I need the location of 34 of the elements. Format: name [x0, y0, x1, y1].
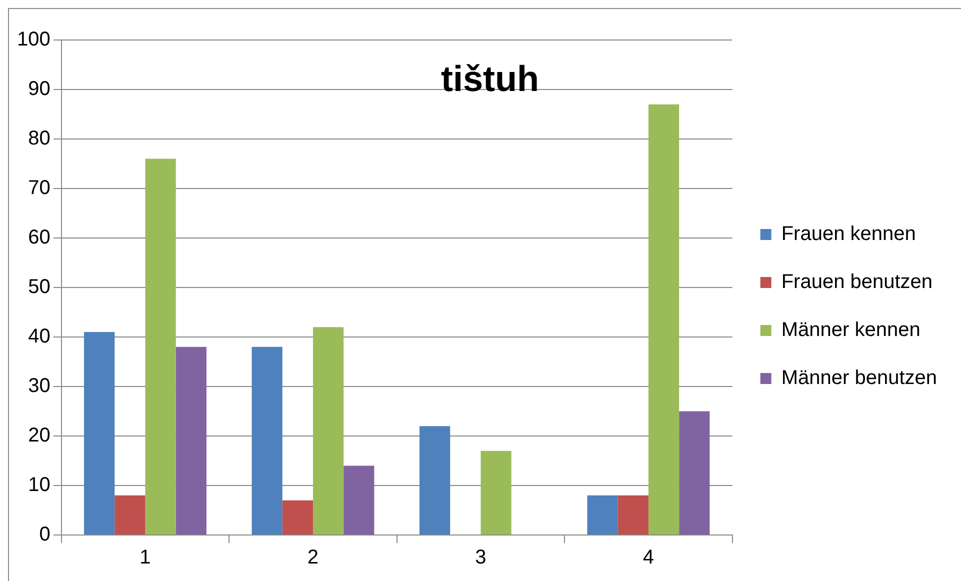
y-tick-label: 90	[28, 78, 50, 100]
legend-label: Männer benutzen	[781, 367, 938, 390]
legend-label: Männer kennen	[781, 319, 920, 342]
y-tick-label: 20	[28, 424, 50, 447]
legend-label: Frauen kennen	[781, 223, 916, 246]
bar	[420, 426, 450, 534]
x-tick-label: 3	[475, 546, 486, 569]
bar	[145, 158, 176, 534]
bar	[587, 495, 618, 534]
bar	[176, 346, 206, 534]
y-tick-label: 40	[28, 326, 50, 348]
x-tick-label: 4	[642, 546, 654, 569]
bar	[679, 411, 710, 534]
x-tick-label: 1	[140, 546, 151, 569]
bar	[84, 332, 115, 534]
bar	[618, 495, 648, 534]
y-tick-label: 60	[28, 226, 50, 249]
text: tištuh	[440, 58, 540, 100]
bar	[282, 500, 313, 534]
bar	[344, 466, 374, 534]
bar	[480, 450, 512, 534]
y-tick-label: 0	[39, 524, 50, 546]
y-tick-label: 80	[28, 128, 50, 150]
bar	[252, 346, 282, 534]
y-tick-label: 10	[28, 474, 50, 496]
bar	[648, 104, 680, 534]
y-tick-label: 30	[28, 375, 50, 398]
legend-label: Frauen benutzen	[781, 271, 933, 294]
y-tick-label: 50	[28, 276, 50, 298]
y-tick-label: 100	[16, 28, 50, 51]
bar	[312, 327, 344, 534]
x-tick-label: 2	[307, 546, 319, 569]
bar	[114, 495, 146, 534]
y-tick-label: 70	[28, 177, 50, 200]
